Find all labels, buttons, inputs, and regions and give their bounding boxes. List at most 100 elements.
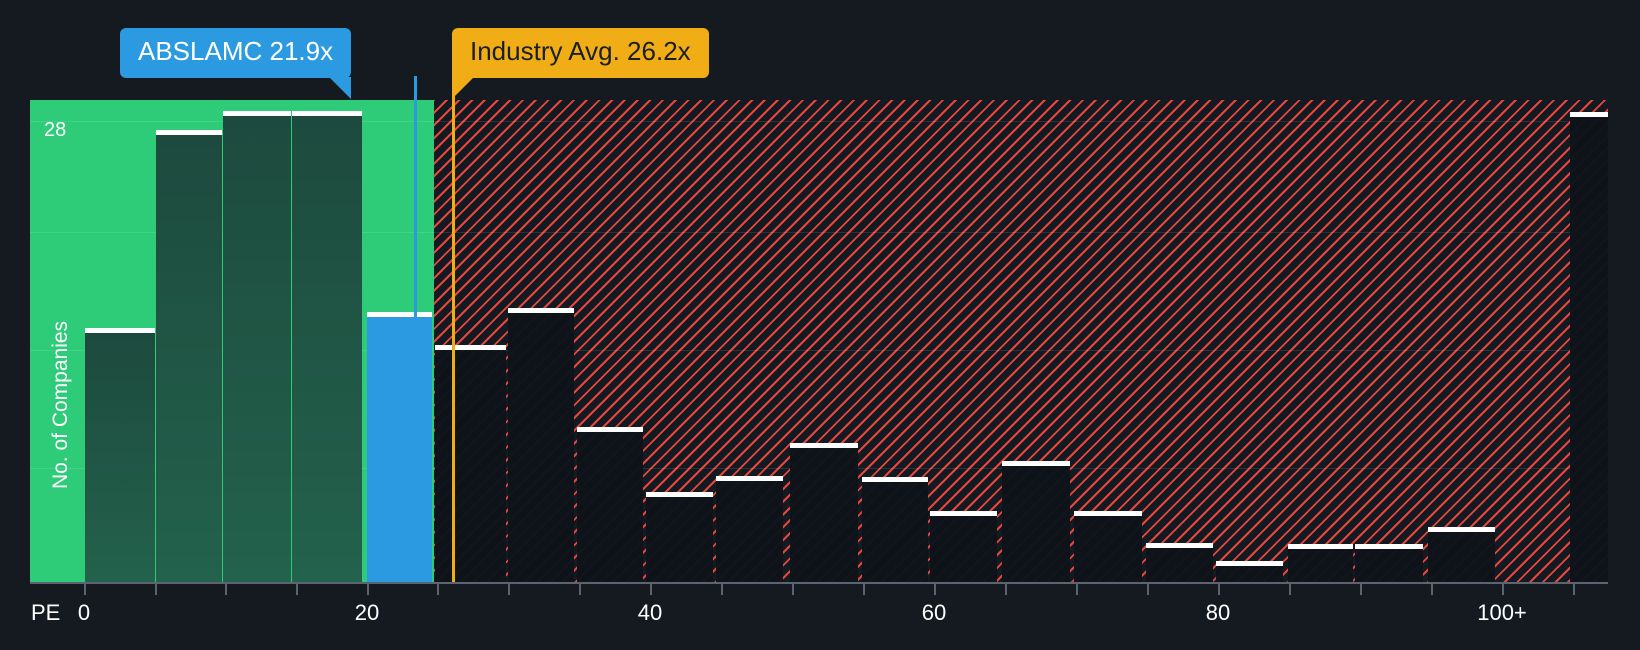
bar-body: [435, 350, 506, 582]
bar-cap: [292, 111, 362, 116]
x-axis-label: 0: [77, 600, 91, 625]
industry-avg-callout[interactable]: Industry Avg. 26.2x: [452, 28, 709, 99]
x-axis-tick: [721, 584, 723, 595]
x-axis-tick: [579, 584, 581, 595]
bar-cap: [1074, 511, 1142, 516]
histogram-bar[interactable]: [1002, 461, 1070, 582]
histogram-bar[interactable]: [1570, 112, 1608, 582]
x-axis-tick: [84, 584, 86, 595]
histogram-bar[interactable]: [156, 130, 222, 582]
bar-body: [1355, 549, 1423, 582]
bar-body: [1002, 466, 1070, 582]
x-axis-tick: [1289, 584, 1291, 595]
x-axis-tick: [508, 584, 510, 595]
histogram-bar[interactable]: [367, 312, 432, 582]
x-axis-line: [30, 582, 1608, 584]
expensive-zone: [434, 100, 1608, 582]
histogram-bar[interactable]: [646, 492, 713, 582]
bar-cap: [1428, 527, 1495, 532]
x-axis-label: 100+: [1477, 600, 1527, 625]
histogram-bar[interactable]: [716, 476, 783, 582]
company-pe-callout[interactable]: ABSLAMC 21.9x: [120, 28, 352, 99]
x-axis-tick: [155, 584, 157, 595]
x-axis-label: 80: [1205, 600, 1231, 625]
bar-body: [1570, 117, 1608, 582]
bar-body: [646, 497, 713, 582]
x-axis-tick: [792, 584, 794, 595]
company-marker-line: [414, 76, 417, 582]
x-axis-tick: [437, 584, 439, 595]
bar-body: [1216, 566, 1283, 582]
bar-cap: [1570, 112, 1608, 117]
histogram-bar[interactable]: [577, 427, 643, 582]
x-axis-label: 20: [354, 600, 380, 625]
bar-body: [716, 481, 783, 582]
x-axis-tick: [1502, 584, 1504, 595]
company-pe-callout-label: ABSLAMC 21.9x: [120, 28, 352, 78]
bar-body: [862, 482, 928, 582]
x-axis-tick: [1431, 584, 1433, 595]
bar-body: [1288, 549, 1353, 582]
histogram-bar[interactable]: [1355, 544, 1423, 582]
bar-cap: [862, 477, 928, 482]
histogram-bar[interactable]: [223, 111, 291, 582]
histogram-bar[interactable]: [1074, 511, 1142, 582]
bar-cap: [930, 511, 997, 516]
histogram-bar[interactable]: [790, 443, 858, 582]
bar-cap: [716, 476, 783, 481]
histogram-bar[interactable]: [1146, 543, 1213, 582]
bar-cap: [435, 345, 506, 350]
histogram-bar[interactable]: [862, 477, 928, 582]
y-axis-max-label: 28: [44, 119, 67, 141]
histogram-bar[interactable]: [1288, 544, 1353, 582]
bar-body: [292, 116, 362, 582]
x-axis-tick: [296, 584, 298, 595]
x-axis-label: 40: [637, 600, 663, 625]
bar-body: [85, 333, 155, 582]
bar-cap: [646, 492, 713, 497]
plot-area: [30, 100, 1608, 582]
industry-marker-line: [452, 60, 455, 582]
bar-cap: [577, 427, 643, 432]
x-axis-tick: [1573, 584, 1575, 595]
bar-body: [1146, 548, 1213, 582]
x-axis-tick: [1360, 584, 1362, 595]
histogram-bar[interactable]: [435, 345, 506, 582]
bar-body: [577, 432, 643, 582]
histogram-bar[interactable]: [85, 328, 155, 582]
histogram-bar[interactable]: [1216, 561, 1283, 582]
x-axis-label: 60: [921, 600, 947, 625]
bar-body: [223, 116, 291, 582]
histogram-bar[interactable]: [930, 511, 997, 582]
bar-cap: [223, 111, 291, 116]
bar-cap: [1355, 544, 1423, 549]
bar-body: [1428, 532, 1495, 582]
x-axis-prefix-label: PE: [31, 600, 61, 625]
histogram-bar[interactable]: [292, 111, 362, 582]
bar-body: [790, 448, 858, 582]
histogram-bar[interactable]: [1428, 527, 1495, 582]
x-axis-tick: [934, 584, 936, 595]
bar-cap: [85, 328, 155, 333]
company-pe-callout-tail: [329, 76, 352, 99]
x-axis-tick: [1005, 584, 1007, 595]
bar-cap: [508, 308, 574, 313]
bar-body: [1074, 516, 1142, 582]
x-axis-tick: [225, 584, 227, 595]
industry-avg-callout-tail: [452, 76, 474, 99]
bar-cap: [367, 312, 432, 317]
x-axis-tick: [367, 584, 369, 595]
bar-cap: [1002, 461, 1070, 466]
x-axis-tick: [1147, 584, 1149, 595]
x-axis-tick: [1218, 584, 1220, 595]
histogram-bar[interactable]: [508, 308, 574, 582]
bar-body: [508, 313, 574, 582]
bar-cap: [1216, 561, 1283, 566]
y-axis-title: No. of Companies: [49, 320, 72, 490]
industry-avg-callout-label: Industry Avg. 26.2x: [452, 28, 709, 78]
bar-body: [156, 135, 222, 582]
bar-cap: [156, 130, 222, 135]
x-axis-tick: [650, 584, 652, 595]
x-axis-tick: [1076, 584, 1078, 595]
bar-cap: [1146, 543, 1213, 548]
